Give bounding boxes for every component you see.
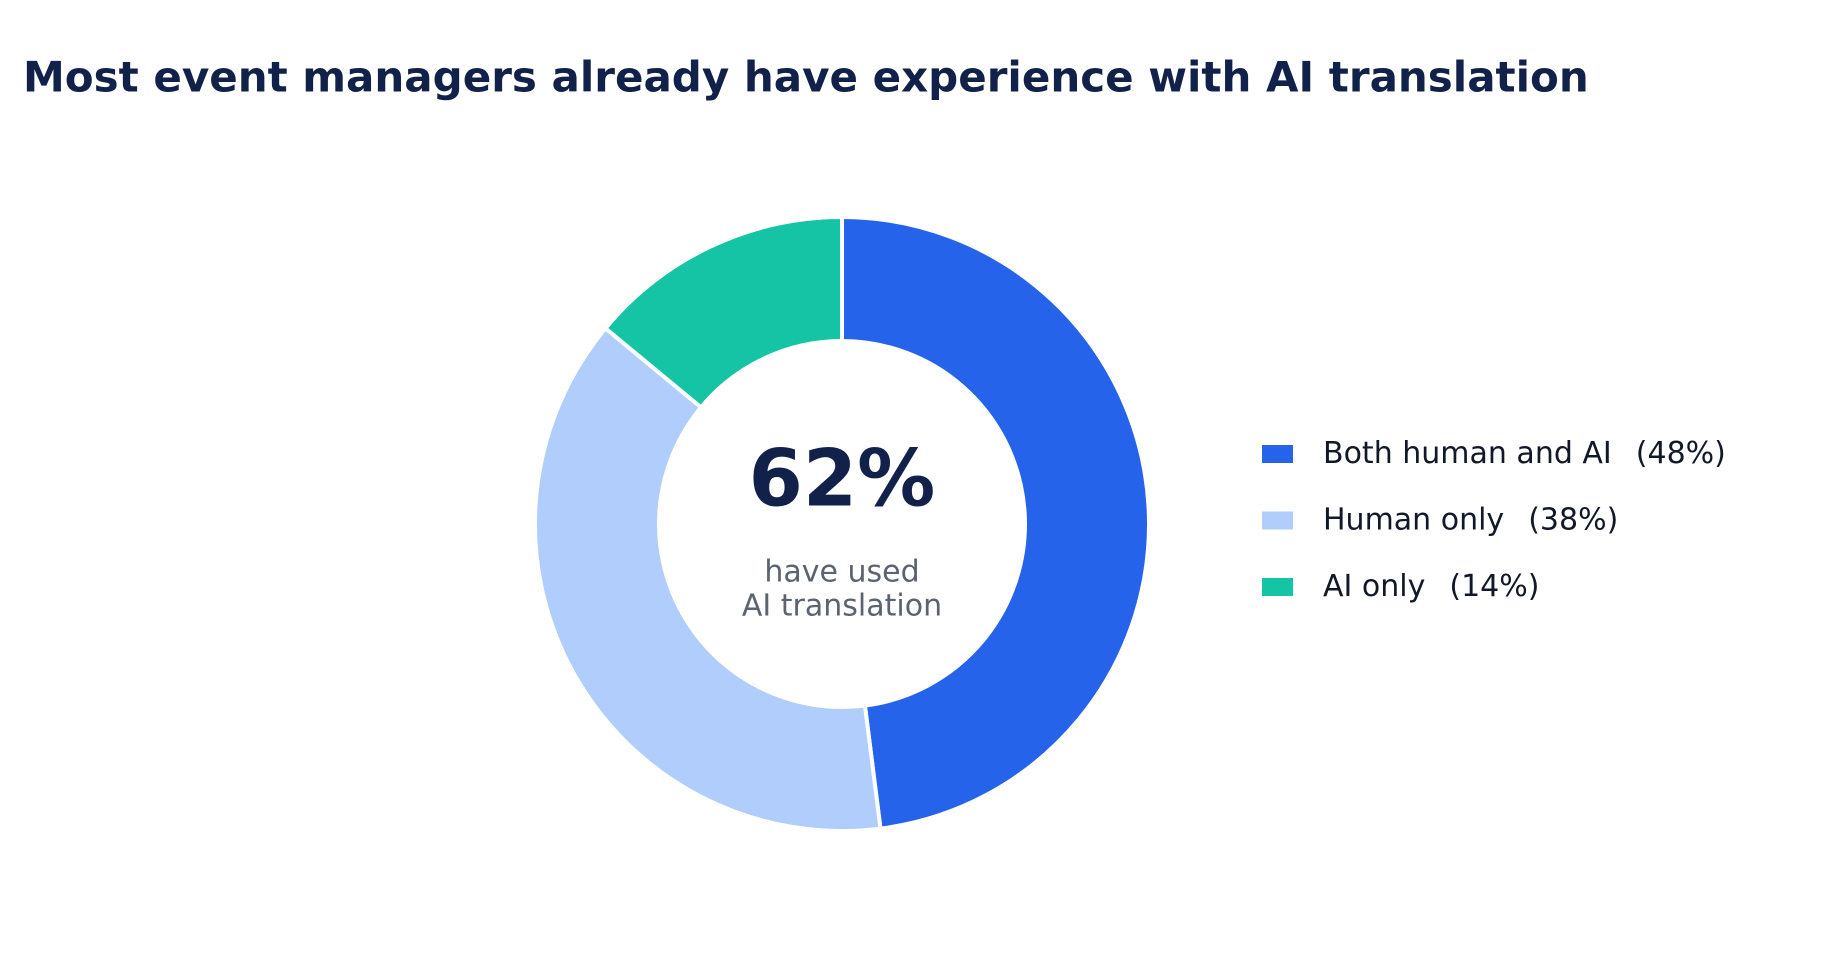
legend-swatch — [1262, 511, 1293, 530]
legend-swatch — [1262, 578, 1293, 596]
donut-slice — [602, 214, 844, 411]
legend-value: (38%) — [1528, 502, 1618, 537]
legend-name: Both human and AI — [1323, 436, 1612, 471]
donut-slice — [533, 325, 883, 833]
chart-title: Most event managers already have experie… — [23, 53, 1589, 102]
legend-name: AI only — [1323, 569, 1425, 604]
center-caption: have used — [764, 555, 919, 590]
legend-label: AI only (14%) — [1323, 569, 1539, 604]
donut-slice — [840, 214, 1151, 831]
center-caption: AI translation — [742, 589, 942, 624]
center-value: 62% — [749, 434, 936, 524]
legend-label: Both human and AI (48%) — [1323, 436, 1726, 471]
legend-value: (48%) — [1636, 436, 1726, 471]
legend-value: (14%) — [1449, 569, 1539, 604]
legend-name: Human only — [1323, 502, 1504, 537]
legend-swatch — [1262, 445, 1293, 463]
legend-label: Human only (38%) — [1323, 502, 1618, 537]
